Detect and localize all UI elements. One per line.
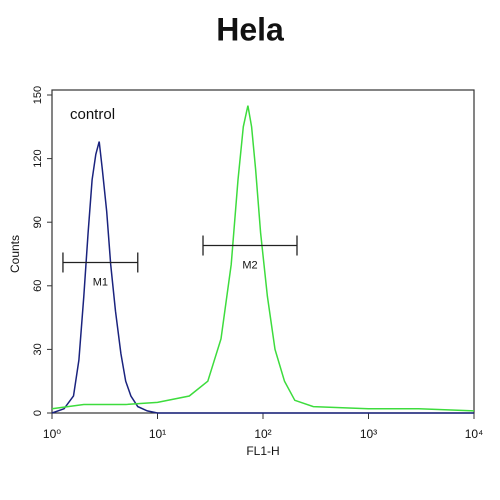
x-tick-label: 10² — [254, 427, 271, 441]
marker-label: M1 — [93, 276, 108, 288]
x-tick-label: 10⁴ — [465, 427, 484, 441]
y-tick-label: 60 — [32, 280, 44, 292]
x-tick-label: 10³ — [360, 427, 377, 441]
y-tick-label: 90 — [32, 216, 44, 228]
histogram-line — [51, 105, 475, 412]
marker-label: M2 — [242, 259, 257, 271]
x-tick-label: 10⁰ — [43, 427, 61, 441]
annotation: control — [70, 106, 115, 123]
x-axis-label: FL1-H — [246, 444, 279, 458]
y-tick-label: 150 — [32, 86, 44, 104]
y-axis-label: Counts — [8, 235, 22, 273]
y-tick-label: 0 — [32, 410, 44, 416]
x-tick-label: 10¹ — [149, 427, 166, 441]
histogram-line — [51, 141, 474, 414]
chart-title: Hela — [216, 11, 284, 47]
y-tick-label: 120 — [32, 149, 44, 167]
y-tick-label: 30 — [32, 343, 44, 355]
